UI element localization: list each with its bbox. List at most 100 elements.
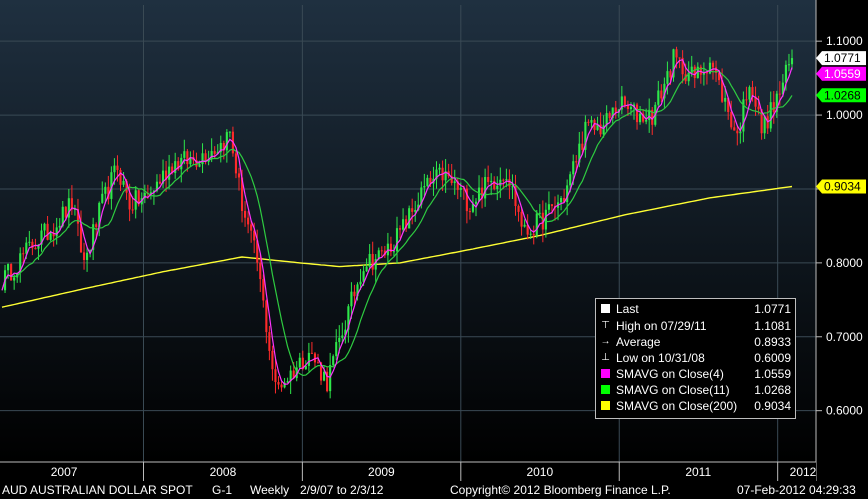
candle-body: [538, 212, 541, 214]
candle-body: [186, 151, 189, 165]
candle-body: [590, 120, 593, 123]
candle-body: [550, 204, 554, 207]
candle-body: [635, 104, 639, 123]
candle-body: [611, 107, 614, 118]
candle-body: [541, 212, 544, 230]
candle-body: [177, 161, 180, 170]
candle-body: [514, 186, 517, 207]
candle-body: [40, 230, 43, 245]
candle-body: [790, 58, 794, 65]
candle-body: [435, 169, 438, 179]
right-value-label: 1.0268: [816, 88, 866, 103]
candle-body: [265, 300, 268, 333]
candle-body: [763, 116, 766, 134]
candle-body: [572, 161, 575, 175]
candle-body: [262, 279, 265, 301]
candle-body: [578, 143, 581, 163]
legend-value: 1.0559: [754, 366, 791, 381]
candle-body: [149, 192, 152, 195]
candle-body: [304, 365, 307, 369]
y-tick-label: 0.7000: [826, 330, 863, 344]
y-tick-label: 1.1000: [826, 34, 863, 48]
candle-body: [660, 90, 663, 99]
sma4-series: [1, 58, 793, 385]
candle-body: [602, 125, 605, 135]
candle-body: [344, 329, 347, 336]
candle-body: [414, 209, 417, 212]
candle-body: [474, 201, 478, 204]
candle-body: [523, 224, 526, 227]
candle-body: [234, 153, 238, 174]
average-marker-icon: →: [600, 336, 611, 347]
candle-body: [711, 62, 715, 68]
candle-body: [37, 244, 40, 249]
candle-body: [268, 332, 271, 351]
candle-body: [705, 71, 708, 74]
candle-body: [757, 106, 760, 110]
candle-body: [563, 198, 566, 203]
candle-body: [392, 251, 396, 253]
candle-body: [43, 223, 46, 231]
candle-body: [171, 166, 174, 173]
candle-body: [623, 96, 626, 106]
candle-body: [365, 266, 368, 272]
candle-body: [122, 180, 125, 185]
x-axis-background: [0, 462, 816, 481]
candle-body: [730, 112, 733, 128]
candle-body: [256, 240, 259, 263]
candle-body: [298, 357, 301, 368]
candle-body: [481, 187, 484, 199]
candle-body: [101, 193, 104, 203]
legend-value: 1.1081: [754, 318, 791, 333]
candle-body: [520, 211, 523, 227]
candle-body: [411, 208, 414, 212]
candle-body: [681, 57, 684, 75]
candle-body: [362, 271, 365, 282]
candle-body: [338, 337, 341, 343]
candle-body: [73, 208, 76, 210]
candle-body: [402, 219, 405, 230]
candle-body: [426, 177, 429, 187]
legend-item-sma4: SMAVG on Close(4) 1.0559: [596, 366, 795, 381]
candle-body: [137, 190, 140, 205]
candle-body: [49, 233, 52, 240]
candle-body: [286, 381, 289, 383]
candle-body: [784, 64, 787, 83]
candle-body: [213, 151, 216, 154]
candle-body: [307, 352, 310, 366]
candle-body: [739, 131, 742, 134]
candle-body: [687, 72, 690, 82]
legend-label: SMAVG on Close(200): [616, 398, 738, 413]
candle-body: [547, 204, 550, 210]
candle-body: [529, 233, 532, 235]
legend-item-average: → Average 0.8933: [596, 334, 795, 349]
candle-body: [663, 83, 666, 99]
right-value-text: 0.9034: [824, 179, 861, 193]
candle-body: [477, 187, 481, 202]
legend-item-high: ⊤ High on 07/29/11 1.1081: [596, 318, 795, 333]
right-value-text: 1.0559: [824, 67, 861, 81]
candle-body: [219, 142, 222, 153]
footer-timestamp: 07-Feb-2012 04:29:33: [737, 483, 856, 497]
candle-body: [465, 188, 468, 212]
candle-body: [535, 213, 538, 236]
legend-item-sma200: SMAVG on Close(200) 0.9034: [596, 398, 795, 413]
legend: Last 1.0771 ⊤ High on 07/29/11 1.1081 → …: [595, 298, 796, 419]
candle-body: [131, 209, 134, 211]
candle-body: [608, 113, 611, 118]
candle-body: [31, 241, 34, 249]
candle-body: [377, 250, 380, 260]
y-tick-label: 1.0000: [826, 108, 863, 122]
candle-body: [648, 109, 651, 121]
legend-label: Low on 10/31/08: [616, 350, 705, 365]
candle-body: [651, 109, 654, 125]
candle-body: [292, 370, 295, 379]
candle-body: [28, 241, 31, 243]
candle-body: [107, 186, 110, 199]
candle-body: [672, 49, 675, 78]
candle-body: [201, 153, 204, 165]
candle-body: [228, 131, 231, 133]
right-value-badge: [816, 51, 866, 66]
candle-body: [119, 169, 122, 185]
candle-body: [70, 198, 73, 210]
